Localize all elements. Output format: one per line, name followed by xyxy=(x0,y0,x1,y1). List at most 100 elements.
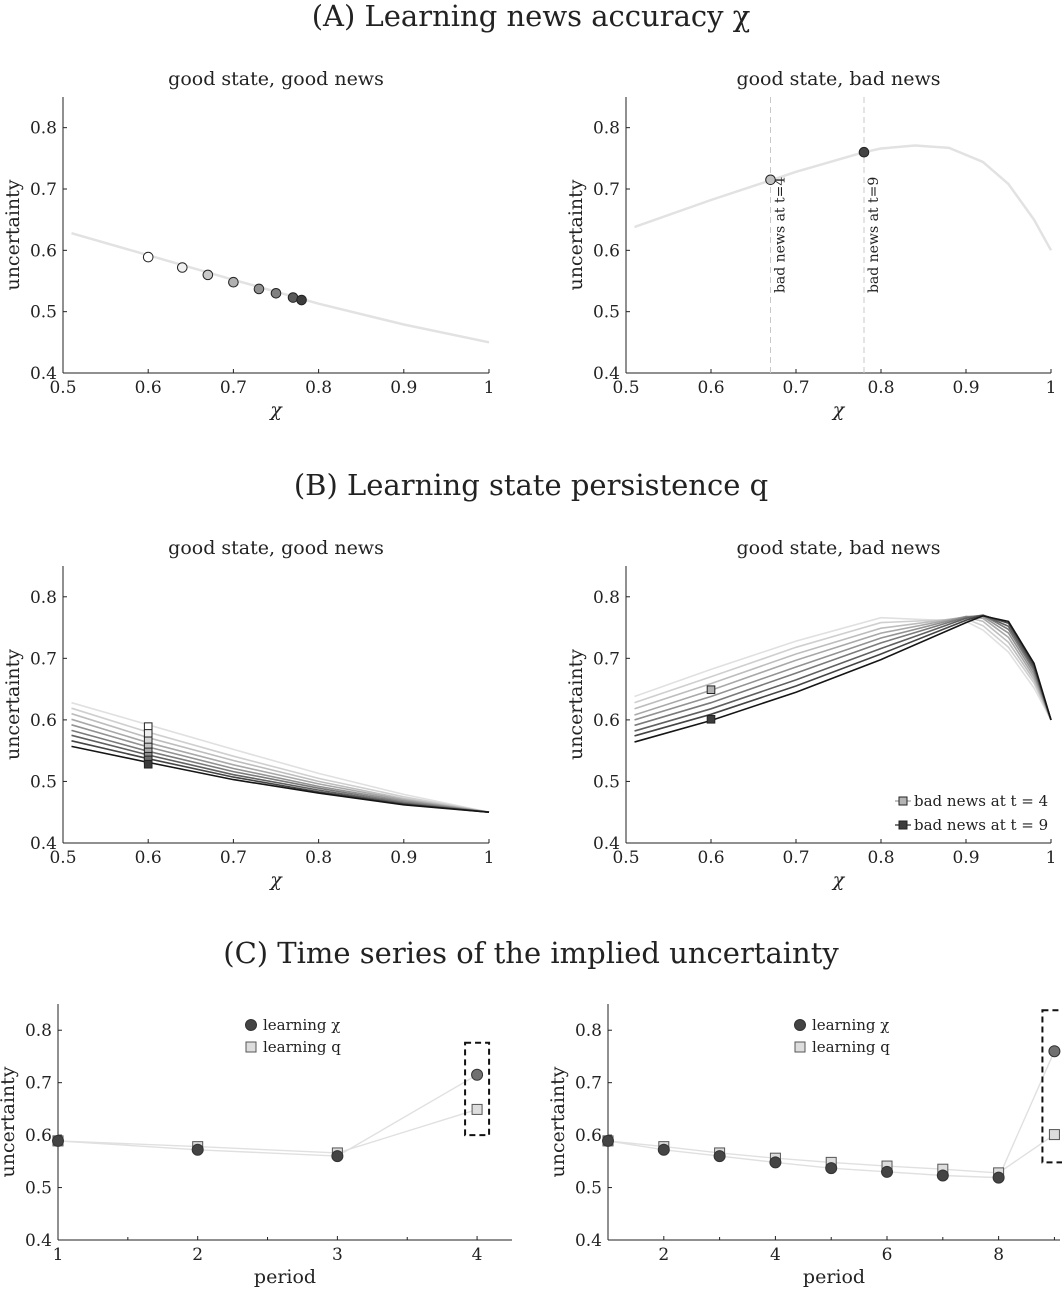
chart-title: good state, good news xyxy=(168,537,384,559)
annotation-label: bad news at t=4 xyxy=(773,177,789,293)
x-tick-label: 0.6 xyxy=(697,848,724,868)
x-tick-label: 0.7 xyxy=(220,848,247,868)
x-tick-label: 0.5 xyxy=(612,378,639,398)
x-tick-label: 0.6 xyxy=(135,848,162,868)
x-tick-label: 0.6 xyxy=(697,378,724,398)
chart-c1: 0.4 0.5 0.6 0.7 0.8 1 2 3 4 period uncertainty lear… xyxy=(0,1004,512,1288)
data-point xyxy=(296,294,307,306)
y-tick-label: 0.4 xyxy=(25,1231,52,1251)
series-marker-circle xyxy=(331,1150,344,1163)
legend-marker xyxy=(898,820,908,830)
y-tick-label: 0.5 xyxy=(30,303,57,323)
y-tick-label: 0.6 xyxy=(593,241,620,261)
x-tick-label: 1 xyxy=(53,1245,64,1265)
x-tick-label: 0.9 xyxy=(390,378,417,398)
chart-c2: 0.4 0.5 0.6 0.7 0.8 2 4 6 8 period uncertainty lear… xyxy=(547,1004,1062,1288)
series-line xyxy=(634,614,1052,737)
x-tick-label: 0.8 xyxy=(867,848,894,868)
x-tick-label: 1 xyxy=(1046,378,1057,398)
series-line xyxy=(634,616,1052,721)
x-tick-label: 1 xyxy=(1046,848,1057,868)
y-tick-label: 0.5 xyxy=(593,303,620,323)
y-tick-label: 0.8 xyxy=(25,1021,52,1041)
curve-line xyxy=(71,231,490,344)
x-tick-label: 1 xyxy=(484,848,495,868)
series-line xyxy=(634,614,1052,732)
data-point xyxy=(270,287,282,299)
series-line xyxy=(57,1108,478,1154)
legend-marker xyxy=(794,1019,806,1031)
y-tick-label: 0.6 xyxy=(30,241,57,261)
series-marker-circle xyxy=(602,1134,614,1147)
x-tick-label: 0.8 xyxy=(867,378,894,398)
data-point xyxy=(858,146,870,158)
data-point xyxy=(142,251,154,263)
y-tick-label: 0.7 xyxy=(25,1074,52,1094)
legend-label: bad news at t = 9 xyxy=(914,816,1048,834)
x-tick-label: 3 xyxy=(332,1245,343,1265)
x-tick-label: 1 xyxy=(484,378,495,398)
x-tick-label: 4 xyxy=(770,1245,781,1265)
series-marker-square xyxy=(1048,1129,1060,1141)
x-tick-label: 2 xyxy=(192,1245,203,1265)
legend-label: learning q xyxy=(812,1038,890,1056)
data-point xyxy=(143,729,153,738)
x-tick-label: 0.7 xyxy=(782,378,809,398)
data-point xyxy=(706,685,716,695)
x-tick-label: 0.5 xyxy=(49,848,76,868)
series-marker-circle xyxy=(825,1162,838,1175)
data-point xyxy=(765,174,776,186)
series-line xyxy=(71,718,490,813)
series-marker-square xyxy=(471,1103,483,1115)
section-title-c: (C) Time series of the implied uncertain… xyxy=(223,936,839,970)
y-tick-label: 0.6 xyxy=(25,1126,52,1146)
series-marker-circle xyxy=(471,1068,484,1081)
y-axis-label: uncertainty xyxy=(565,649,587,760)
x-tick-label: 0.8 xyxy=(305,848,332,868)
x-tick-label: 0.5 xyxy=(49,378,76,398)
annotation-label: bad news at t=9 xyxy=(866,177,882,293)
x-tick-label: 0.9 xyxy=(952,378,979,398)
series-line xyxy=(634,615,1052,743)
highlight-box xyxy=(464,1041,491,1137)
x-tick-label: 0.6 xyxy=(135,378,162,398)
y-tick-label: 0.7 xyxy=(30,180,57,200)
series-marker-circle xyxy=(713,1150,726,1163)
data-point xyxy=(228,276,239,288)
series-line xyxy=(634,614,1052,727)
series-marker-circle xyxy=(936,1169,949,1182)
x-axis-label: period xyxy=(803,1266,865,1288)
series-marker-circle xyxy=(191,1143,204,1156)
y-tick-label: 0.6 xyxy=(30,711,57,731)
y-tick-label: 0.4 xyxy=(593,834,620,854)
data-point xyxy=(143,759,153,769)
series-marker-circle xyxy=(881,1165,894,1178)
x-tick-label: 8 xyxy=(993,1245,1004,1265)
y-axis-label: uncertainty xyxy=(547,1066,569,1177)
series-marker-circle xyxy=(1048,1045,1061,1058)
y-axis-label: uncertainty xyxy=(2,649,24,760)
x-axis-label: period xyxy=(254,1266,316,1288)
series-line xyxy=(57,1074,478,1157)
series-marker-circle xyxy=(992,1171,1005,1184)
data-point xyxy=(706,714,716,724)
y-axis-label: uncertainty xyxy=(0,1066,19,1177)
legend-marker xyxy=(794,1041,806,1053)
y-axis-label: uncertainty xyxy=(2,179,24,290)
x-tick-label: 6 xyxy=(882,1245,893,1265)
y-tick-label: 0.4 xyxy=(30,364,57,384)
legend-label: learning χ xyxy=(812,1016,889,1034)
x-axis-label: χ xyxy=(831,869,846,891)
y-tick-label: 0.7 xyxy=(575,1074,602,1094)
y-tick-label: 0.6 xyxy=(593,711,620,731)
y-axis-label: uncertainty xyxy=(565,179,587,290)
series-line xyxy=(71,701,490,813)
curve-line xyxy=(634,144,1053,251)
chart-title: good state, bad news xyxy=(736,68,940,90)
x-tick-label: 0.5 xyxy=(612,848,639,868)
section-title-b: (B) Learning state persistence q xyxy=(294,468,768,502)
